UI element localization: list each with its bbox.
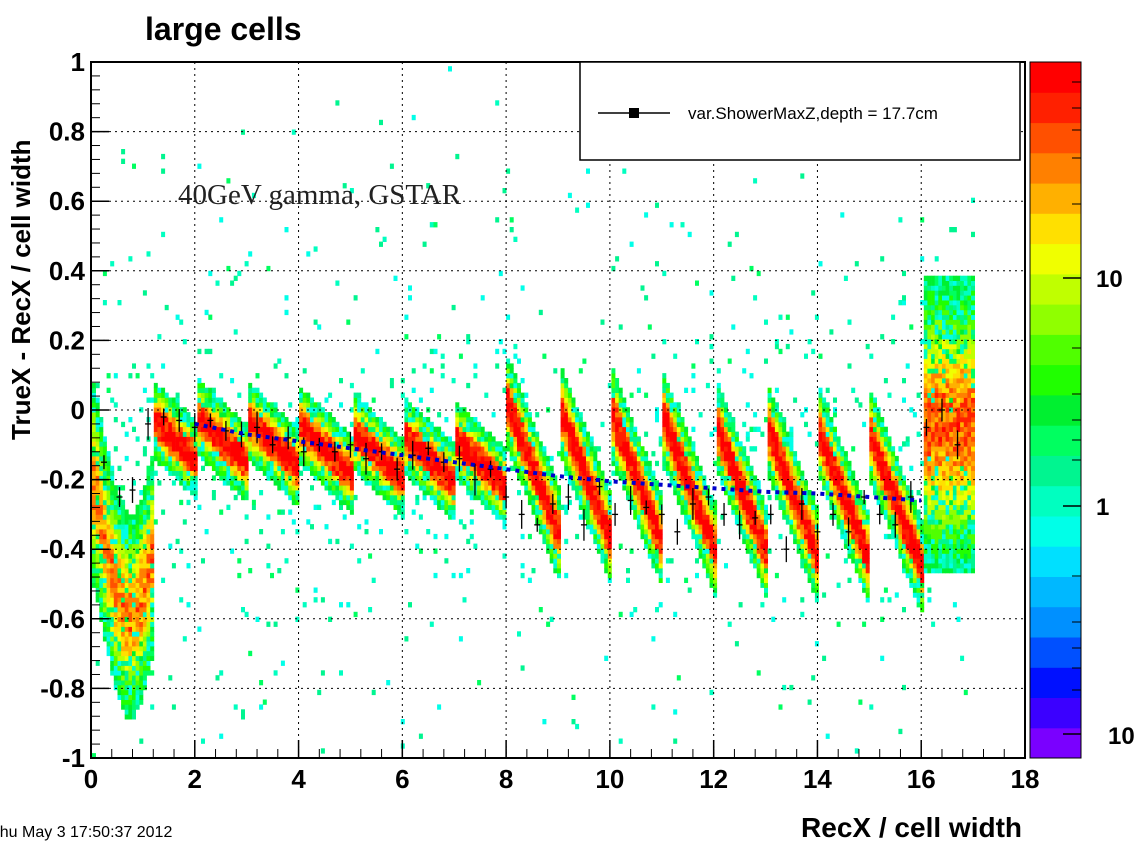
colorbar-swatch: [1030, 486, 1081, 517]
chart-title: large cells: [145, 11, 302, 47]
colorbar-swatch: [1030, 576, 1081, 607]
x-tick-label: 12: [699, 764, 728, 794]
colorbar-swatch: [1030, 304, 1081, 335]
colorbar-swatch: [1030, 123, 1081, 154]
colorbar-swatch: [1030, 516, 1081, 547]
y-tick-label: 0.6: [49, 186, 85, 216]
y-tick-label: 0.8: [49, 117, 85, 147]
x-tick-label: 0: [84, 764, 98, 794]
x-tick-label: 16: [907, 764, 936, 794]
colorbar-swatch: [1030, 213, 1081, 244]
colorbar-swatch: [1030, 546, 1081, 577]
colorbar-swatch: [1030, 153, 1081, 184]
y-axis-label: TrueX - RecX / cell width: [6, 139, 36, 440]
x-axis-label: RecX / cell width: [801, 812, 1022, 843]
legend-entry-0: var.ShowerMaxZ,depth = 17.7cm: [688, 104, 938, 123]
y-tick-label: 0.4: [49, 256, 86, 286]
x-tick-label: 10: [595, 764, 624, 794]
y-tick-label: 0: [71, 395, 85, 425]
colorbar-swatch: [1030, 637, 1081, 668]
x-tick-label: 2: [188, 764, 202, 794]
y-tick-label: -0.4: [40, 534, 85, 564]
colorbar-swatch: [1030, 183, 1081, 214]
colorbar-label-1: 1: [1096, 494, 1109, 521]
x-tick-label: 18: [1011, 764, 1040, 794]
y-tick-label: -0.8: [40, 673, 85, 703]
colorbar-label-0: 10: [1096, 266, 1123, 293]
colorbar-swatch: [1030, 728, 1081, 759]
legend: var.ShowerMaxZ,depth = 17.7cm: [580, 62, 1020, 160]
y-tick-label: -1: [62, 743, 85, 773]
annotation-text: 40GeV gamma, GSTAR: [178, 179, 462, 211]
x-tick-label: 6: [395, 764, 409, 794]
x-tick-label: 14: [803, 764, 832, 794]
colorbar-swatch: [1030, 667, 1081, 698]
colorbar-swatch: [1030, 334, 1081, 365]
colorbar-swatch: [1030, 395, 1081, 426]
y-tick-label: 0.2: [49, 325, 85, 355]
x-tick-label: 4: [291, 764, 306, 794]
legend-square-marker: [629, 108, 639, 118]
colorbar-label-2: 10: [1108, 723, 1135, 750]
y-tick-label: -0.6: [40, 604, 85, 634]
y-tick-label: 1: [71, 47, 85, 77]
x-tick-label: 8: [499, 764, 513, 794]
timestamp: Thu May 3 17:50:37 2012: [0, 824, 172, 841]
colorbar-swatch: [1030, 244, 1081, 275]
colorbar-swatch: [1030, 365, 1081, 396]
colorbar-swatch: [1030, 62, 1081, 93]
y-tick-label: -0.2: [40, 465, 85, 495]
colorbar: [1030, 62, 1081, 759]
colorbar-swatch: [1030, 698, 1081, 729]
